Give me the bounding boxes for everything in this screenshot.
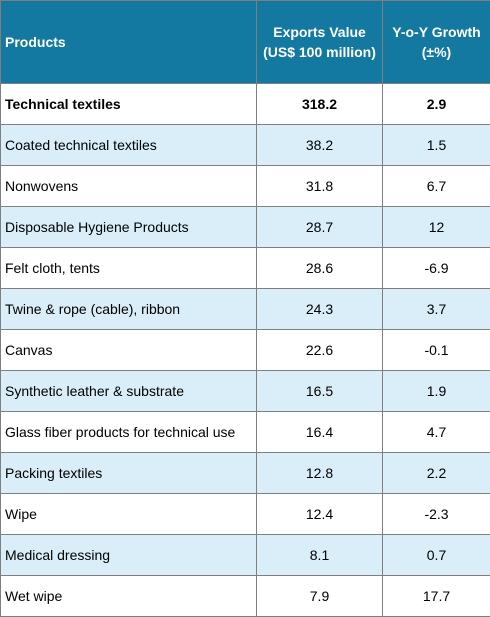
row-growth: -0.1 [383,330,490,371]
header-products: Products [1,1,257,84]
row-value: 318.2 [257,84,383,125]
table-row: Felt cloth, tents 28.6 -6.9 [1,248,490,289]
row-growth: 2.9 [383,84,490,125]
row-value: 16.4 [257,412,383,453]
row-growth: 2.2 [383,453,490,494]
row-growth: 1.5 [383,125,490,166]
table-body: Technical textiles 318.2 2.9 Coated tech… [1,84,490,617]
row-product: Wet wipe [1,576,257,617]
table-row: Coated technical textiles 38.2 1.5 [1,125,490,166]
table-row: Twine & rope (cable), ribbon 24.3 3.7 [1,289,490,330]
table-row: Wet wipe 7.9 17.7 [1,576,490,617]
row-growth: 3.7 [383,289,490,330]
row-value: 16.5 [257,371,383,412]
row-value: 22.6 [257,330,383,371]
table-row: Wipe 12.4 -2.3 [1,494,490,535]
table-row: Packing textiles 12.8 2.2 [1,453,490,494]
row-product: Coated technical textiles [1,125,257,166]
row-value: 31.8 [257,166,383,207]
row-value: 24.3 [257,289,383,330]
row-product: Nonwovens [1,166,257,207]
row-product: Synthetic leather & substrate [1,371,257,412]
row-growth: 6.7 [383,166,490,207]
table-row: Glass fiber products for technical use 1… [1,412,490,453]
row-value: 38.2 [257,125,383,166]
row-growth: -2.3 [383,494,490,535]
header-exports-value: Exports Value (US$ 100 million) [257,1,383,84]
row-product: Canvas [1,330,257,371]
row-value: 12.4 [257,494,383,535]
row-growth: 17.7 [383,576,490,617]
row-product: Technical textiles [1,84,257,125]
row-growth: 1.9 [383,371,490,412]
row-product: Disposable Hygiene Products [1,207,257,248]
row-value: 12.8 [257,453,383,494]
row-product: Twine & rope (cable), ribbon [1,289,257,330]
header-row: Products Exports Value (US$ 100 million)… [1,1,490,84]
row-growth: 0.7 [383,535,490,576]
row-growth: 4.7 [383,412,490,453]
table-header: Products Exports Value (US$ 100 million)… [1,1,490,84]
row-product: Packing textiles [1,453,257,494]
row-value: 8.1 [257,535,383,576]
row-product: Glass fiber products for technical use [1,412,257,453]
row-product: Medical dressing [1,535,257,576]
row-growth: -6.9 [383,248,490,289]
row-value: 28.7 [257,207,383,248]
table-row: Nonwovens 31.8 6.7 [1,166,490,207]
table-row: Canvas 22.6 -0.1 [1,330,490,371]
row-value: 28.6 [257,248,383,289]
table-row: Medical dressing 8.1 0.7 [1,535,490,576]
table-row: Synthetic leather & substrate 16.5 1.9 [1,371,490,412]
row-product: Felt cloth, tents [1,248,257,289]
row-product: Wipe [1,494,257,535]
table-row: Disposable Hygiene Products 28.7 12 [1,207,490,248]
header-yoy-growth: Y-o-Y Growth (±%) [383,1,490,84]
table-row-total: Technical textiles 318.2 2.9 [1,84,490,125]
row-growth: 12 [383,207,490,248]
row-value: 7.9 [257,576,383,617]
